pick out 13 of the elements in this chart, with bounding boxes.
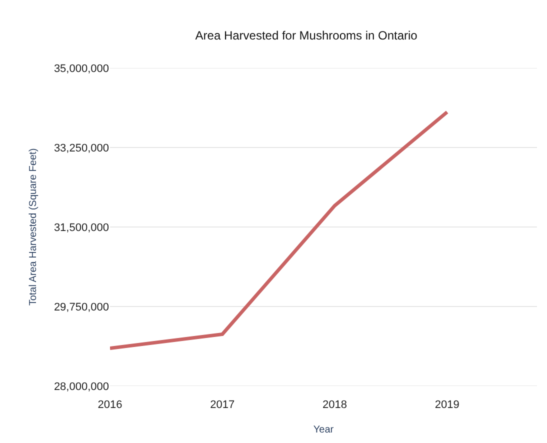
line-series <box>110 110 449 350</box>
x-tick-label: 2016 <box>98 399 122 411</box>
chart-title: Area Harvested for Mushrooms in Ontario <box>195 28 418 42</box>
x-axis-title: Year <box>313 424 334 436</box>
y-tick-label: 29,750,000 <box>54 301 109 314</box>
y-tick-label: 31,500,000 <box>54 222 109 234</box>
x-tick-label: 2018 <box>322 399 347 411</box>
y-axis-title: Total Area Harvested (Square Feet) <box>28 148 39 306</box>
x-tick-label: 2019 <box>434 399 460 411</box>
y-tick-label: 33,250,000 <box>54 142 109 154</box>
x-tick-label: 2017 <box>210 399 235 411</box>
y-tick-label: 35,000,000 <box>54 62 109 75</box>
y-tick-label: 28,000,000 <box>54 380 109 393</box>
